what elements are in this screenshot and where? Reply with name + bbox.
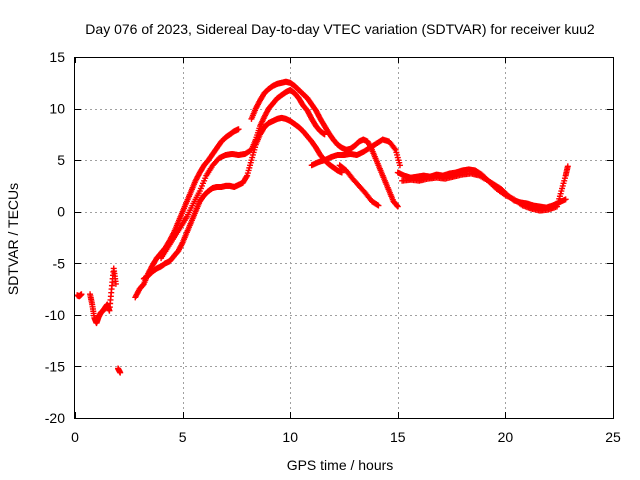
data-point bbox=[394, 202, 401, 209]
y-tick-label: -5 bbox=[53, 255, 66, 271]
x-tick-label: 10 bbox=[282, 429, 298, 445]
plot-frame bbox=[74, 57, 614, 419]
data-series bbox=[399, 163, 571, 214]
data-point bbox=[112, 280, 119, 287]
data-point bbox=[321, 131, 328, 138]
grid-lines bbox=[75, 57, 613, 418]
x-tick-label: 5 bbox=[179, 429, 187, 445]
data-series bbox=[140, 114, 345, 282]
data-point bbox=[562, 196, 569, 203]
x-tick-label: 25 bbox=[605, 429, 621, 445]
x-axis-label: GPS time / hours bbox=[287, 457, 394, 473]
data-point bbox=[396, 162, 403, 169]
data-point bbox=[235, 126, 242, 133]
data-point bbox=[375, 202, 382, 209]
y-tick-label: -20 bbox=[45, 410, 65, 426]
data-series bbox=[158, 87, 328, 262]
x-tick-label: 20 bbox=[498, 429, 514, 445]
y-tick-label: 10 bbox=[49, 101, 65, 117]
data-point bbox=[564, 163, 571, 170]
y-tick-label: 15 bbox=[49, 49, 65, 65]
data-series bbox=[87, 265, 119, 327]
x-tick-label: 15 bbox=[390, 429, 406, 445]
data-series bbox=[308, 136, 403, 169]
data-series bbox=[248, 78, 401, 210]
data-series bbox=[336, 162, 382, 209]
data-series bbox=[394, 166, 569, 211]
data-series bbox=[115, 365, 124, 376]
tick-labels: 0 5 10 15 20 25 -20 -15 -10 -5 0 5 10 15 bbox=[45, 49, 621, 445]
axis-ticks bbox=[75, 57, 614, 419]
y-tick-label: -15 bbox=[45, 358, 65, 374]
data-point bbox=[117, 369, 124, 376]
x-tick-label: 0 bbox=[71, 429, 79, 445]
y-tick-label: -10 bbox=[45, 307, 65, 323]
data-series bbox=[74, 291, 85, 300]
chart-title: Day 076 of 2023, Sidereal Day-to-day VTE… bbox=[85, 21, 595, 37]
y-tick-label: 5 bbox=[57, 152, 65, 168]
data-point bbox=[78, 291, 85, 298]
data-points bbox=[74, 78, 571, 376]
y-tick-label: 0 bbox=[57, 204, 65, 220]
y-axis-label: SDTVAR / TECUs bbox=[5, 183, 21, 295]
data-point bbox=[243, 173, 250, 180]
data-point bbox=[394, 203, 401, 210]
data-point bbox=[338, 169, 345, 176]
